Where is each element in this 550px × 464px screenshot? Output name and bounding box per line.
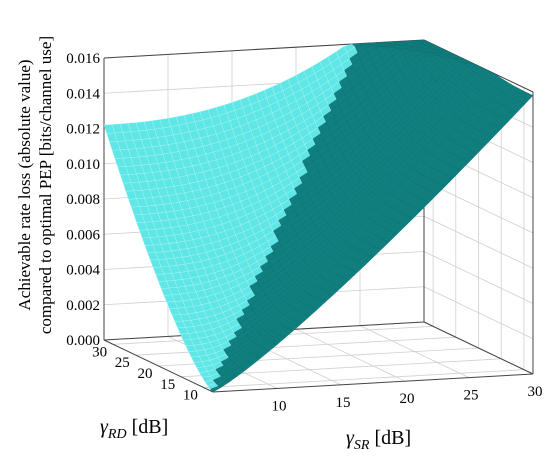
y-tick-label-2: 20 — [138, 366, 153, 382]
z-tick-label-2: 0.004 — [66, 263, 100, 279]
x-axis-title: γSR [dB] — [346, 427, 411, 453]
box-edge-1 — [103, 339, 214, 393]
x-tick-label-2: 20 — [400, 391, 415, 407]
grid-line-y-floor-0 — [203, 369, 524, 389]
z-tick-label-3: 0.006 — [66, 227, 100, 243]
z-tick-label-7: 0.014 — [66, 86, 100, 102]
z-axis-title-line2: compared to optimal PEP [bits/channel us… — [36, 36, 55, 334]
z-tick-label-4: 0.008 — [66, 192, 100, 208]
y-tick-label-1: 15 — [160, 377, 175, 393]
z-tick-label-6: 0.012 — [66, 122, 100, 138]
y-tick-label-3: 25 — [115, 355, 130, 371]
z-axis-title-line1: Achievable rate loss (absolute value) — [15, 59, 34, 310]
y-axis-title-symbol: γ — [100, 416, 109, 438]
z-tick-label-1: 0.002 — [66, 298, 100, 314]
y-axis-title-sub: RD — [107, 427, 127, 442]
surface — [103, 39, 534, 393]
x-tick-label-1: 15 — [336, 395, 351, 411]
x-tick-label-0: 10 — [272, 398, 287, 414]
x-axis-title-unit: [dB] — [369, 427, 411, 449]
x-axis-title-sub: SR — [354, 438, 370, 453]
z-tick-label-8: 0.016 — [66, 51, 100, 67]
y-tick-label-4: 30 — [92, 344, 107, 360]
tick-labels: 0.000 0.002 0.004 0.006 0.008 0.010 0.012 0.014… — [66, 51, 542, 414]
surface-cell-0-0 — [209, 385, 222, 393]
x-axis-title-symbol: γ — [346, 427, 355, 449]
box-edge-3 — [423, 321, 534, 375]
z-tick-label-5: 0.010 — [66, 157, 100, 173]
x-tick-label-3: 25 — [464, 388, 479, 404]
x-tick-label-4: 30 — [528, 384, 543, 400]
z-tick-label-0: 0.000 — [66, 333, 100, 349]
y-axis-title: γRD [dB] — [100, 416, 168, 442]
y-axis-title-unit: [dB] — [127, 416, 169, 438]
box-edge-0 — [212, 373, 534, 393]
y-tick-label-0: 10 — [183, 388, 198, 404]
